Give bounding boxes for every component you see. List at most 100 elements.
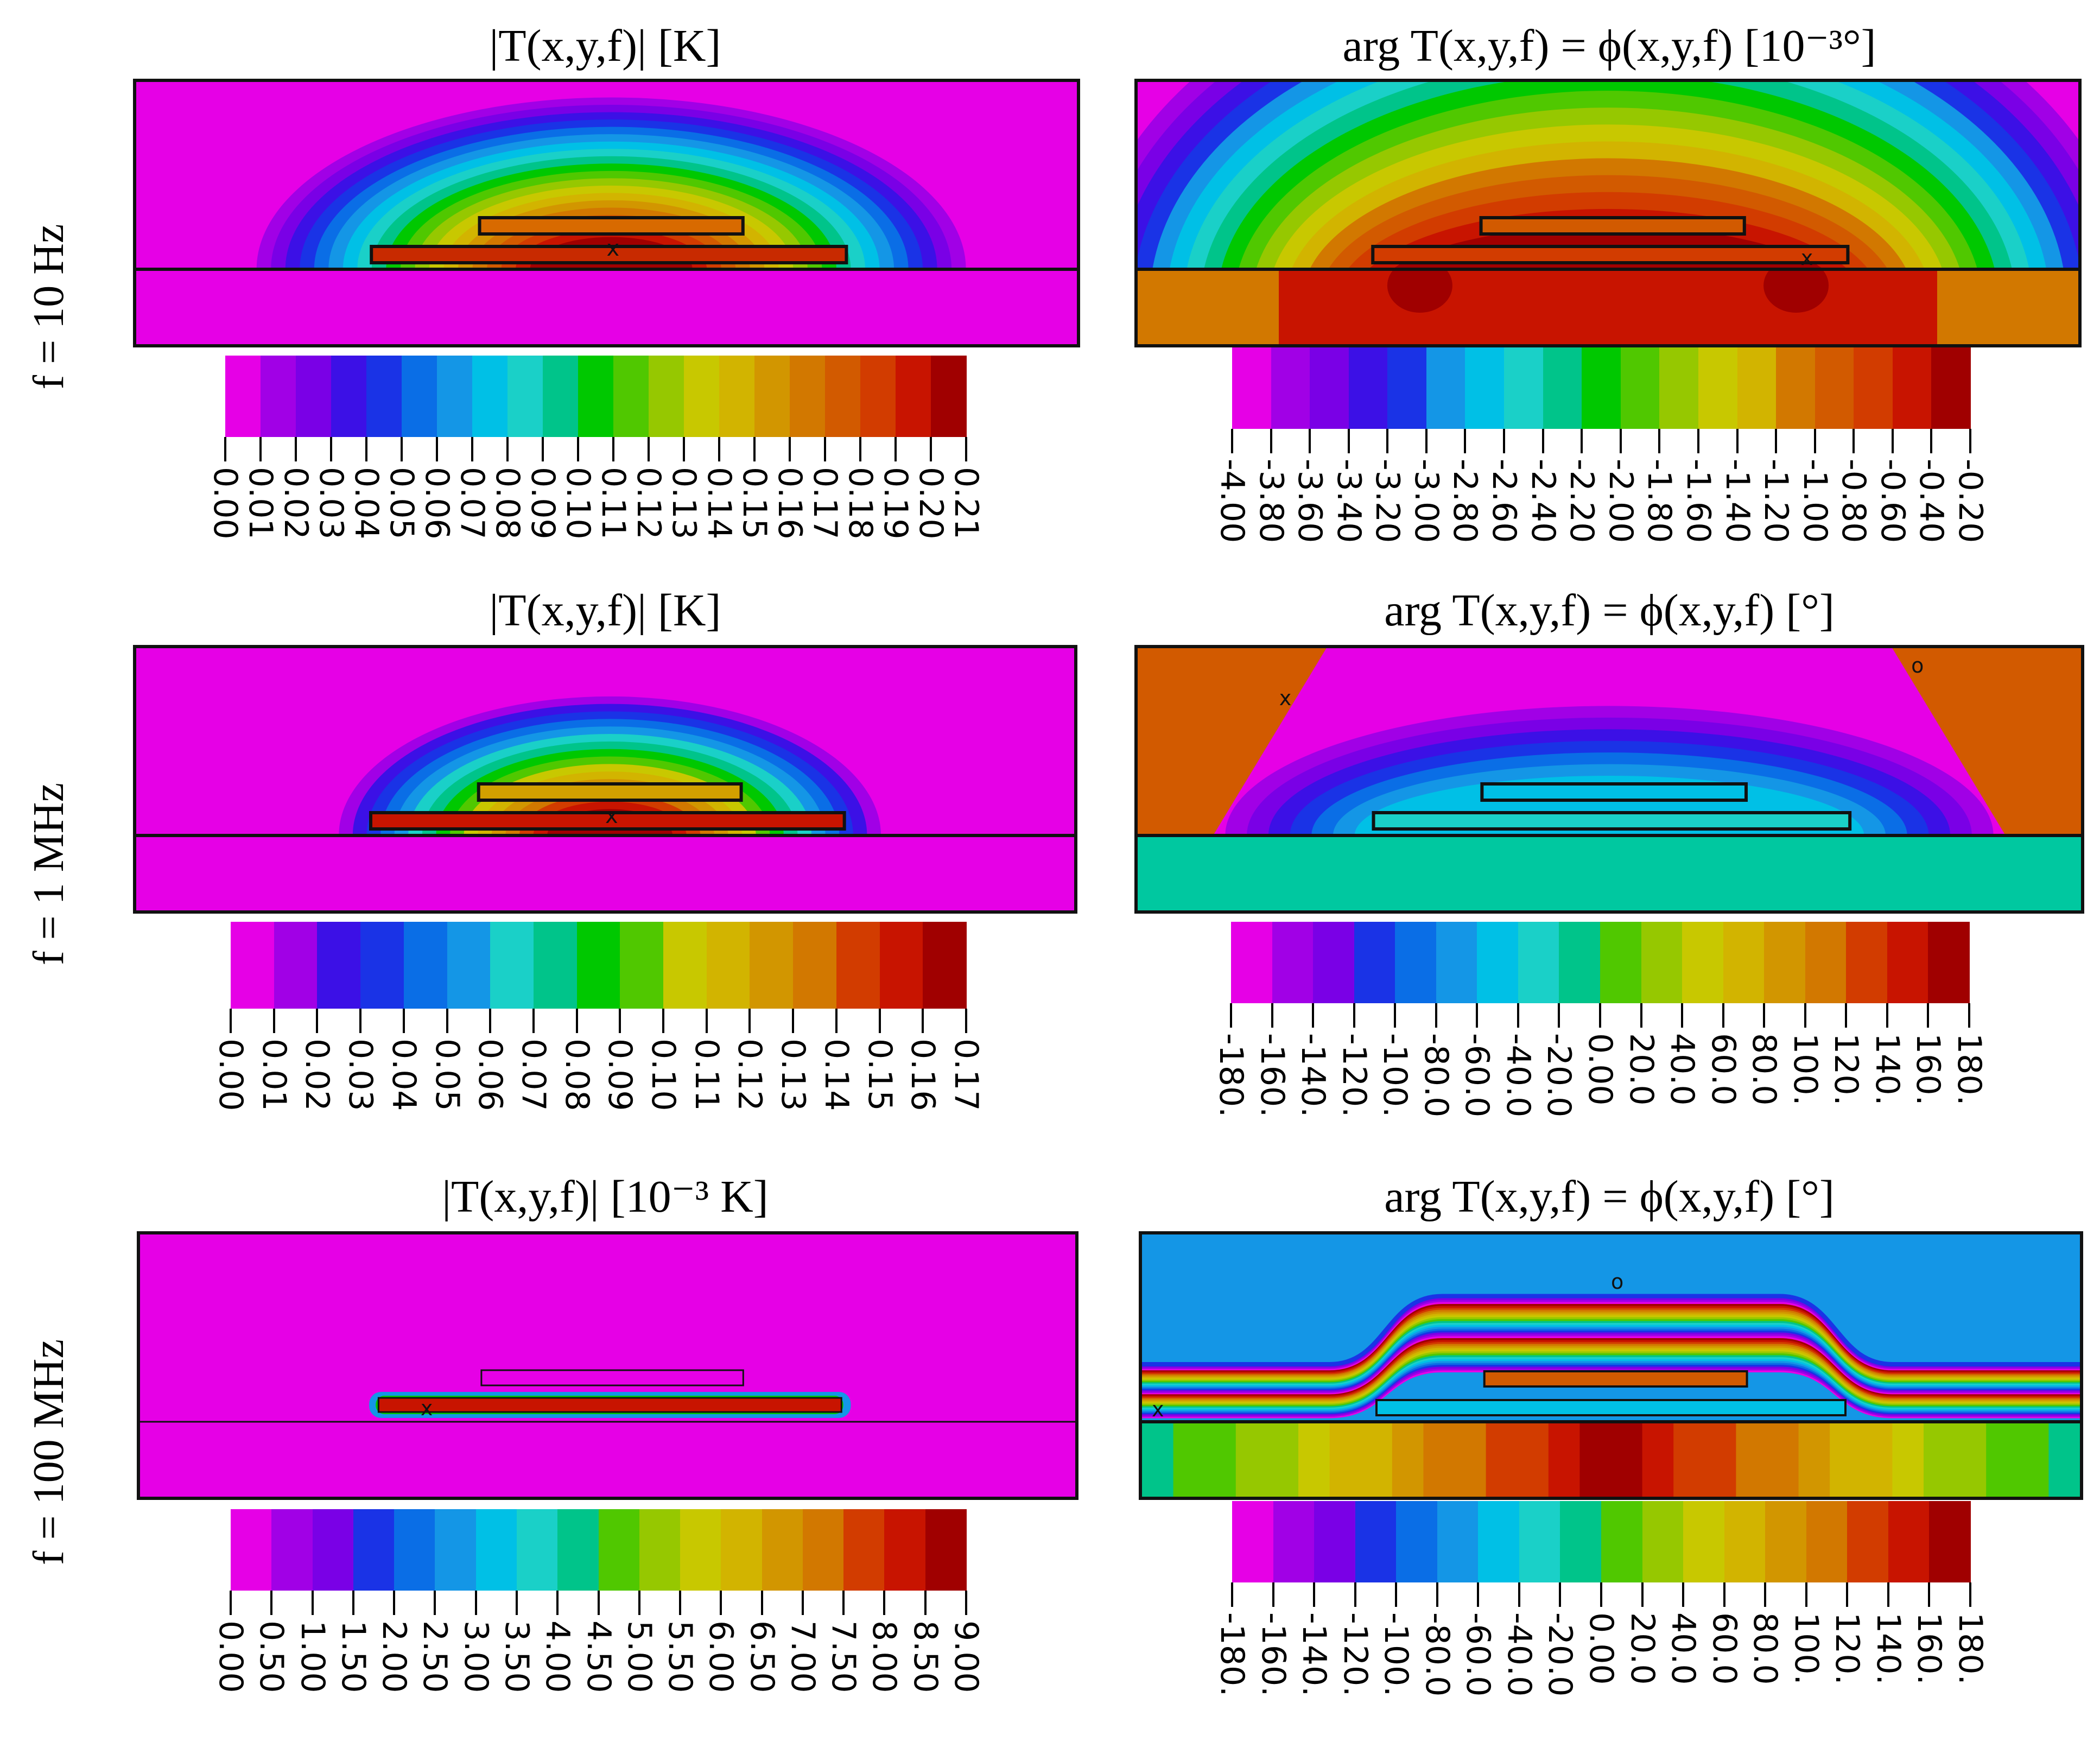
colorbar-band: [1354, 922, 1396, 1003]
colorbar-tick: [1969, 429, 1971, 453]
colorbar-tick-label: 40.0: [1664, 1612, 1703, 1685]
colorbar-band: [1892, 347, 1932, 429]
colorbar-tick: [1559, 1582, 1562, 1607]
colorbar-band: [825, 356, 861, 437]
substrate-region: [1267, 1422, 1299, 1497]
colorbar-tick: [883, 1591, 886, 1615]
colorbar-band: [1231, 922, 1273, 1003]
substrate-region: [1392, 1422, 1424, 1497]
colorbar-band: [1846, 922, 1888, 1003]
colorbar-band: [750, 922, 794, 1009]
colorbar-tick-label: -2.20: [1563, 459, 1601, 543]
colorbar-tick-label: 100.: [1787, 1612, 1825, 1685]
colorbar-band: [578, 356, 614, 437]
colorbar-band: [1765, 1501, 1807, 1582]
colorbar-tick: [1477, 1582, 1480, 1607]
colorbar-tick: [1271, 1003, 1273, 1028]
colorbar-tick-label: 0.05: [383, 467, 421, 540]
colorbar-tick: [1425, 429, 1428, 453]
colorbar-tick: [835, 1009, 838, 1033]
colorbar-band: [271, 1509, 313, 1591]
colorbar-band: [1928, 922, 1970, 1003]
colorbar-tick-label: -140.: [1295, 1612, 1334, 1697]
colorbar-tick-label: -20.0: [1541, 1612, 1579, 1697]
colorbar-tick-label: -60.0: [1459, 1612, 1498, 1697]
colorbar-band: [1560, 1501, 1602, 1582]
colorbar-tick: [760, 1591, 763, 1615]
colorbar-tick-label: 2.50: [416, 1620, 454, 1693]
colorbar-tick-label: 7.50: [824, 1620, 863, 1693]
colorbar-tick: [1697, 429, 1699, 453]
colorbar-tick: [638, 1591, 640, 1615]
colorbar-band: [1814, 347, 1855, 429]
substrate-region: [1138, 269, 2078, 344]
colorbar-tick: [1354, 1582, 1356, 1607]
colorbar-band: [274, 922, 318, 1009]
colorbar-band: [317, 922, 361, 1009]
colorbar-band: [1682, 922, 1724, 1003]
colorbar-band: [1641, 922, 1683, 1003]
colorbar-tick-label: 0.21: [947, 467, 985, 540]
colorbar-tick-label: 5.00: [620, 1620, 658, 1693]
colorbar-tick: [224, 437, 226, 461]
colorbar-band: [435, 1509, 477, 1591]
colorbar-tick-label: -160.: [1254, 1612, 1292, 1697]
colorbar-tick: [965, 437, 967, 461]
substrate-region: [1611, 1422, 1643, 1497]
colorbar-band: [231, 922, 275, 1009]
colorbar-tick-label: 0.09: [601, 1039, 639, 1111]
colorbar-tick-label: 8.00: [865, 1620, 904, 1693]
colorbar-band: [719, 356, 755, 437]
device-upper-layer: [1479, 216, 1746, 236]
colorbar-band: [1437, 1501, 1479, 1582]
colorbar-band: [1504, 347, 1544, 429]
field-contour: [1142, 1294, 2080, 1366]
colorbar-band: [896, 356, 931, 437]
probe-marker: x: [1152, 1397, 1164, 1421]
colorbar-tick: [619, 1009, 621, 1033]
colorbar-band: [923, 922, 967, 1009]
colorbar-tick-label: -40.0: [1500, 1612, 1538, 1697]
probe-marker: o: [1911, 654, 1924, 677]
substrate-region: [1235, 1422, 1268, 1497]
field-mag-10hz: x: [133, 79, 1080, 347]
colorbar-tick-label: -1.00: [1796, 459, 1834, 543]
colorbar-tick: [1386, 429, 1389, 453]
colorbar-tick: [1436, 1582, 1438, 1607]
device-upper-layer: [478, 216, 745, 236]
colorbar-tick: [718, 437, 720, 461]
colorbar-tick-label: -3.80: [1252, 459, 1290, 543]
colorbar-tick-label: 180.: [1951, 1612, 1989, 1685]
colorbar-band: [1805, 922, 1847, 1003]
colorbar-tick: [842, 1591, 845, 1615]
colorbar-tick: [489, 1009, 492, 1033]
substrate-region: [1173, 1422, 1206, 1497]
colorbar-tick: [401, 437, 403, 461]
colorbar-tick: [506, 437, 509, 461]
colorbar-tick-label: 0.00: [1581, 1033, 1619, 1106]
substrate-region: [136, 835, 1074, 910]
colorbar-tick: [1887, 1582, 1889, 1607]
colorbar-tick: [705, 1009, 708, 1033]
colorbar-band: [490, 922, 534, 1009]
colorbar-tick-label: 0.03: [341, 1039, 380, 1111]
colorbar-band: [1310, 347, 1349, 429]
colorbar-tick: [1231, 429, 1233, 453]
colorbar-tick: [1682, 1582, 1685, 1607]
substrate-region: [1138, 835, 2081, 910]
colorbar-band: [836, 922, 880, 1009]
colorbar-band: [721, 1509, 763, 1591]
colorbar-band: [1355, 1501, 1397, 1582]
colorbar-tick-label: 5.50: [661, 1620, 700, 1693]
colorbar-band: [1582, 347, 1621, 429]
colorbar-tick: [1658, 429, 1661, 453]
colorbar-tick: [259, 437, 262, 461]
substrate-region: [1423, 1422, 1455, 1497]
colorbar-tick-label: 0.05: [428, 1039, 466, 1111]
colorbar-band: [925, 1509, 967, 1591]
colorbar-tick-label: -3.20: [1368, 459, 1407, 543]
colorbar-tick-label: -1.60: [1679, 459, 1717, 543]
device-upper-layer: [480, 1369, 744, 1386]
field-background: [140, 1234, 1075, 1497]
colorbar-tick: [1764, 1582, 1767, 1607]
